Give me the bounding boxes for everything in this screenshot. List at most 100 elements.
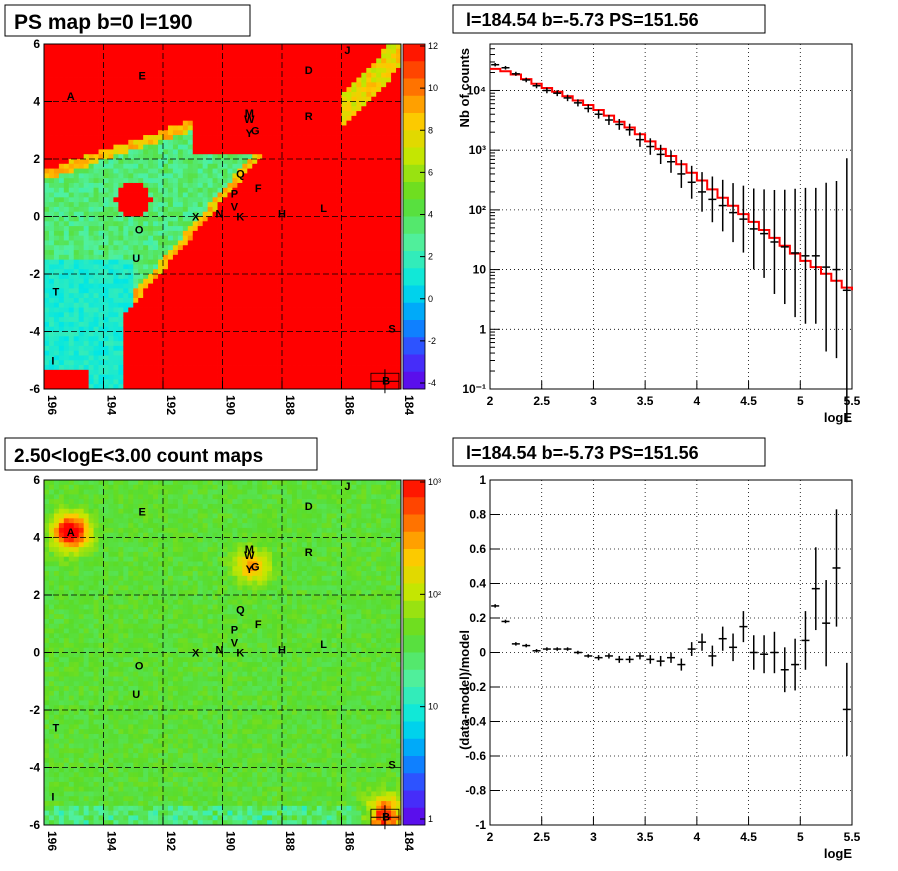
heatmap-cell [267,125,273,131]
heatmap-cell [262,58,268,64]
heatmap-cell [247,111,253,117]
heatmap-cell [68,125,75,131]
heatmap-cell [341,283,347,289]
heatmap-cell [301,326,308,332]
heatmap-cell [386,101,392,107]
heatmap-cell [73,91,80,98]
heatmap-cell [98,264,104,270]
heatmap-cell [93,115,99,122]
heatmap-cell [83,144,90,150]
heatmap-cell [326,44,332,50]
heatmap-cell [93,317,99,323]
heatmap-cell [277,125,283,131]
heatmap-cell [361,374,367,380]
heatmap-cell [366,149,372,155]
heatmap-cell [346,173,352,179]
heatmap-cell [53,274,60,280]
heatmap-cell [356,312,362,318]
heatmap-cell [68,163,75,169]
heatmap-cell [252,250,258,256]
heatmap-cell [346,293,352,299]
heatmap-cell [158,96,164,102]
heatmap-cell [341,278,347,284]
heatmap-cell [257,67,263,74]
heatmap-cell [291,365,298,371]
heatmap-cell [88,44,94,50]
heatmap-cell [336,384,342,390]
heatmap-cell [262,365,268,371]
heatmap-cell [53,159,60,165]
heatmap-cell [232,197,238,203]
heatmap-cell [143,149,149,155]
heatmap-cell [247,91,253,98]
heatmap-cell [301,250,308,256]
heatmap-cell [222,379,228,385]
heatmap-cell [326,283,332,289]
heatmap-cell [202,44,209,50]
heatmap-cell [88,130,94,136]
heatmap-cell [326,211,332,217]
heatmap-cell [336,274,342,280]
heatmap-cell [282,226,288,232]
heatmap-cell [361,53,367,59]
heatmap-cell [272,341,278,347]
heatmap-cell [361,245,367,251]
heatmap-cell [207,211,213,217]
heatmap-cell [58,297,65,304]
heatmap-cell [123,331,129,337]
heatmap-cell [172,178,179,184]
heatmap-cell [376,259,382,265]
heatmap-cell [63,297,70,304]
heatmap-cell [242,307,248,313]
heatmap-cell [326,374,332,380]
heatmap-cell [366,111,372,117]
heatmap-cell [83,384,90,390]
heatmap-cell [321,63,328,69]
heatmap-cell [232,297,238,304]
heatmap-cell [73,360,80,366]
heatmap-cell [108,283,114,289]
heatmap-cell [366,77,372,83]
heatmap-cell [376,48,382,54]
heatmap-cell [78,44,85,50]
heatmap-cell [336,192,342,198]
heatmap-cell [336,216,342,222]
heatmap-cell [351,96,357,102]
heatmap-cell [63,369,70,376]
heatmap-cell [227,77,233,83]
heatmap-cell [53,216,60,222]
heatmap-cell [163,101,169,107]
heatmap-cell [163,159,169,165]
heatmap-cell [291,197,298,203]
heatmap-cell [158,106,164,112]
heatmap-cell [187,48,194,54]
heatmap-cell [108,178,114,184]
heatmap-cell [296,341,303,347]
heatmap-cell [272,77,278,83]
heatmap-cell [98,130,104,136]
heatmap-cell [371,321,377,328]
heatmap-cell [123,96,129,102]
heatmap-cell [83,245,90,251]
heatmap-cell [232,211,238,217]
heatmap-cell [83,111,90,117]
heatmap-cell [128,44,134,50]
heatmap-cell [331,67,337,74]
heatmap-cell [202,96,209,102]
heatmap-cell [78,178,85,184]
heatmap-cell [163,216,169,222]
heatmap-cell [282,245,288,251]
heatmap-cell [381,154,387,160]
heatmap-cell [311,197,318,203]
heatmap-cell [331,274,337,280]
heatmap-cell [48,53,55,59]
heatmap-cell [207,317,213,323]
heatmap-cell [311,159,318,165]
heatmap-cell [123,345,129,352]
heatmap-cell [44,297,50,304]
heatmap-cell [103,187,109,193]
heatmap-cell [381,58,387,64]
heatmap-cell [83,159,90,165]
heatmap-cell [58,369,65,376]
heatmap-cell [172,254,179,261]
